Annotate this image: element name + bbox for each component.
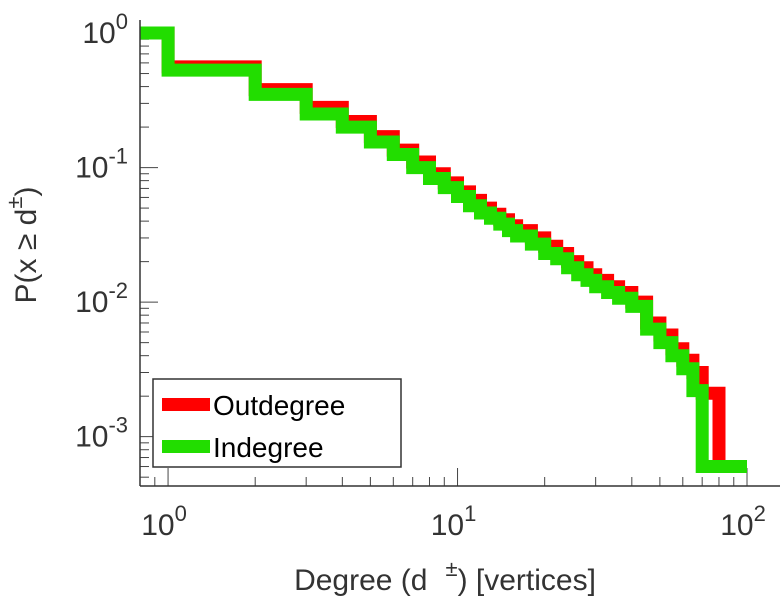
x-tick-label: 100: [141, 501, 187, 542]
legend-swatch-indegree: [162, 440, 210, 453]
legend: Outdegree Indegree: [152, 378, 402, 468]
series-layer: [140, 26, 747, 473]
x-tick-label: 102: [720, 501, 766, 542]
x-axis-label-suffix: ) [vertices]: [458, 564, 596, 597]
y-axis-label-superscript: ±: [2, 197, 27, 209]
legend-label-outdegree: Outdegree: [213, 390, 345, 421]
y-tick-label: 10-1: [75, 144, 128, 185]
y-axis-label-prefix: P(x ≥ d: [10, 209, 43, 304]
legend-swatch-outdegree: [162, 398, 210, 411]
y-tick-label: 10-2: [75, 278, 128, 319]
legend-label-indegree: Indegree: [213, 432, 324, 463]
y-tick-label: 100: [82, 9, 128, 50]
series-line-indegree: [140, 26, 747, 473]
tick-marks: [139, 32, 748, 486]
y-axis-label: P(x ≥ d±): [2, 187, 43, 304]
y-tick-label: 10-3: [75, 413, 128, 454]
x-axis-label: Degree (d ±) [vertices]: [294, 556, 596, 597]
x-axis-label-prefix: Degree (d: [294, 564, 427, 597]
x-axis-label-superscript: ±: [445, 556, 457, 581]
tick-labels: 100 101 102 100 10-1 10-2 10-3: [75, 9, 766, 542]
x-tick-label: 101: [431, 501, 477, 542]
y-axis-label-suffix: ): [10, 187, 43, 197]
